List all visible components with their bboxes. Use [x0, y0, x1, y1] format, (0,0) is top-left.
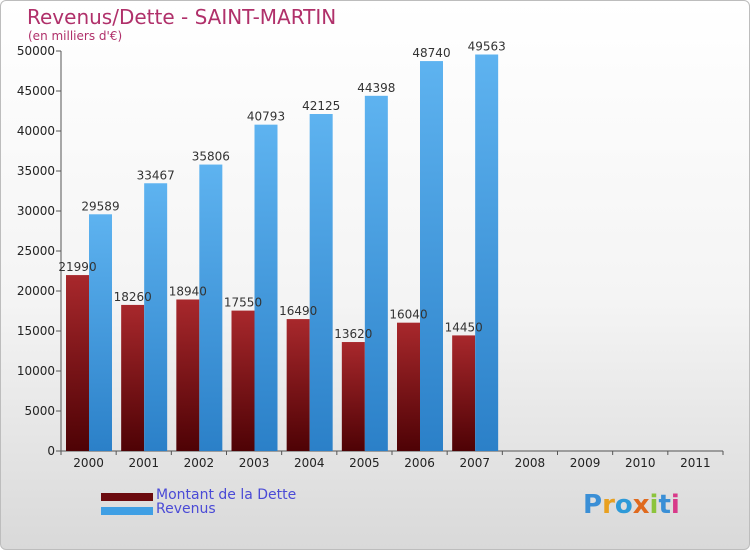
value-labels: 21990 18260 18940 17550 16490 13620 16040 14450… [58, 39, 505, 341]
x-tick-label: 2003 [239, 456, 270, 470]
logo-letter: t [658, 490, 671, 520]
x-tick-label: 2006 [404, 456, 435, 470]
dette-bar-2004 [286, 319, 310, 451]
y-tick-label: 40000 [17, 124, 55, 138]
logo-letter: r [602, 490, 615, 520]
proxiti-logo: Proxiti [583, 490, 680, 520]
dette-bar-2001 [121, 304, 145, 451]
dette-label-2000: 21990 [58, 260, 96, 274]
revenus-bar-2002 [199, 164, 223, 451]
dette-bar-2003 [231, 310, 255, 451]
dette-bar-2007 [452, 335, 476, 451]
dette-label-2006: 16040 [389, 308, 427, 322]
revenus-label-2007: 49563 [468, 39, 506, 53]
chart-subtitle: (en milliers d'€) [28, 29, 123, 43]
dette-label-2005: 13620 [334, 327, 372, 341]
dette-bar-2005 [341, 342, 365, 451]
dette-label-2003: 17550 [224, 296, 262, 310]
chart-title: Revenus/Dette - SAINT-MARTIN [27, 5, 337, 29]
y-tick-label: 45000 [17, 84, 55, 98]
revenus-label-2003: 40793 [247, 110, 285, 124]
y-tick-label: 25000 [17, 244, 55, 258]
legend-swatch-dette [101, 493, 153, 501]
x-tick-label: 2000 [73, 456, 104, 470]
legend-swatch-revenus [101, 507, 153, 515]
y-tick-label: 20000 [17, 284, 55, 298]
dette-label-2007: 14450 [445, 320, 483, 334]
y-tick-label: 10000 [17, 364, 55, 378]
revenus-bar-2004 [309, 114, 333, 451]
logo-letter: x [632, 490, 650, 520]
x-tick-label: 2002 [184, 456, 215, 470]
revenus-bar-2005 [364, 95, 388, 451]
y-tick-label: 35000 [17, 164, 55, 178]
legend-label-revenus: Revenus [156, 501, 216, 517]
revenus-label-2005: 44398 [357, 81, 395, 95]
x-tick-label: 2004 [294, 456, 325, 470]
dette-label-2001: 18260 [114, 290, 152, 304]
revenus-bar-2000 [89, 214, 112, 451]
legend-label-dette: Montant de la Dette [156, 487, 297, 503]
y-tick-label: 15000 [17, 324, 55, 338]
x-tick-label: 2005 [349, 456, 380, 470]
x-tick-label: 2001 [128, 456, 159, 470]
logo-letter: i [649, 490, 659, 520]
axes: 0 5000 10000 15000 20000 25000 30000 35000 40000… [17, 44, 724, 470]
revenus-label-2004: 42125 [302, 99, 340, 113]
revenus-label-2002: 35806 [192, 150, 230, 164]
x-tick-label: 2010 [625, 456, 656, 470]
dette-label-2002: 18940 [169, 284, 207, 298]
x-tick-label: 2008 [515, 456, 546, 470]
dette-bar-2000 [66, 275, 89, 451]
bars [66, 54, 499, 452]
y-tick-label: 50000 [17, 44, 55, 58]
x-tick-label: 2011 [680, 456, 711, 470]
dette-bar-2006 [397, 322, 420, 451]
y-tick-label: 0 [47, 444, 55, 458]
logo-letter: P [583, 490, 603, 520]
revenus-bar-2001 [144, 183, 168, 451]
y-tick-label: 30000 [17, 204, 55, 218]
dette-label-2004: 16490 [279, 304, 317, 318]
revenus-bar-2006 [420, 61, 443, 452]
logo-letter: i [670, 490, 680, 520]
logo-letter: o [614, 490, 633, 520]
x-tick-label: 2007 [459, 456, 490, 470]
x-tick-label: 2009 [570, 456, 601, 470]
dette-bar-2002 [176, 299, 200, 451]
revenus-label-2006: 48740 [412, 46, 450, 60]
revenus-bar-2003 [254, 124, 278, 451]
revenus-bar-2007 [475, 54, 499, 451]
revenus-label-2000: 29589 [81, 199, 119, 213]
revenus-label-2001: 33467 [137, 168, 175, 182]
y-tick-label: 5000 [24, 404, 55, 418]
